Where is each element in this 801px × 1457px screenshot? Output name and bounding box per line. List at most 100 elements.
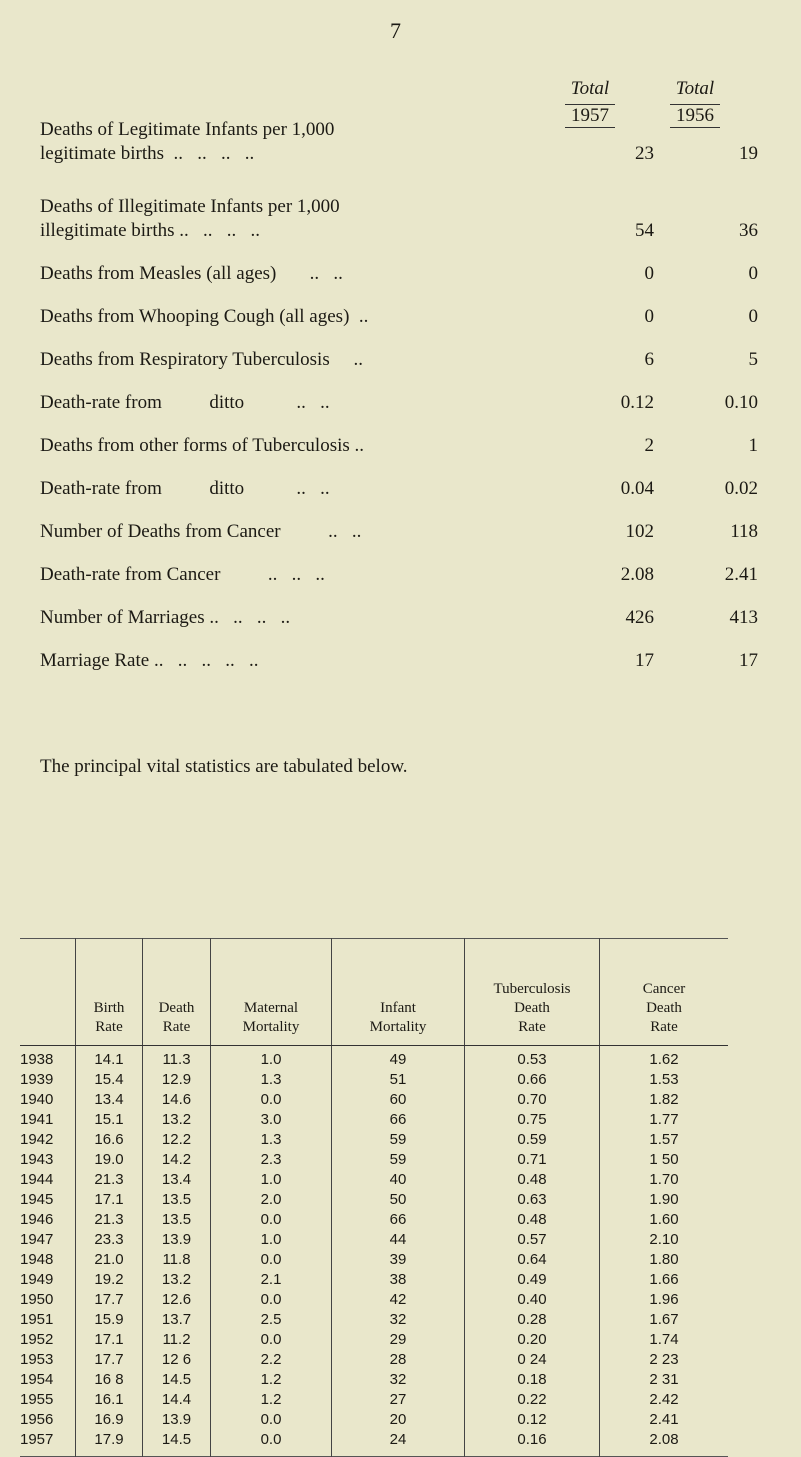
- value-cell: 27: [331, 1390, 465, 1410]
- header-line: Birth: [93, 1000, 125, 1016]
- value-cell: 0.0: [210, 1090, 332, 1110]
- value-cell: 13.2: [142, 1110, 211, 1130]
- value-1956: 0.02: [724, 478, 758, 499]
- value-1957: 17: [635, 650, 654, 671]
- row-label: Death-rate from Cancer .. .. ..: [40, 564, 325, 585]
- value-cell: 1.57: [599, 1130, 728, 1150]
- value-1957: 102: [625, 521, 655, 542]
- table-row: 1951 15.9 13.7 2.5 32 0.28 1.67: [20, 1310, 728, 1330]
- row-label: legitimate births .. .. .. ..: [40, 143, 255, 164]
- intro-sentence: The principal vital statistics are tabul…: [40, 756, 408, 777]
- year-cell: 1939: [20, 1071, 54, 1088]
- value-cell: 50: [331, 1190, 465, 1210]
- value-cell: 1.3: [210, 1130, 332, 1150]
- value-cell: 0.64: [464, 1250, 600, 1270]
- header-line: Rate: [650, 1019, 678, 1035]
- table-row: 1950 17.7 12.6 0.0 42 0.40 1.96: [20, 1290, 728, 1310]
- year-cell: 1948: [20, 1251, 54, 1268]
- header-line: Death: [646, 1000, 682, 1016]
- table-header: [20, 938, 76, 1046]
- year-cell: 1941: [20, 1111, 54, 1128]
- summary-row: Death-rate from Cancer .. .. .. 2.08 2.41: [40, 564, 758, 588]
- value-cell: 51: [331, 1070, 465, 1090]
- value-cell: 21.0: [75, 1250, 143, 1270]
- value-cell: 2.08: [599, 1430, 728, 1457]
- value-cell: 66: [331, 1210, 465, 1230]
- year-cell: 1954: [20, 1371, 54, 1388]
- value-cell: 0.75: [464, 1110, 600, 1130]
- value-cell: 14.2: [142, 1150, 211, 1170]
- value-cell: 3.0: [210, 1110, 332, 1130]
- table-row: 1948 21.0 11.8 0.0 39 0.64 1.80: [20, 1250, 728, 1270]
- value-cell: 13.4: [142, 1170, 211, 1190]
- value-cell: 1.67: [599, 1310, 728, 1330]
- value-cell: 12 6: [142, 1350, 211, 1370]
- table-row: 1941 15.1 13.2 3.0 66 0.75 1.77: [20, 1110, 728, 1130]
- year-cell: 1940: [20, 1091, 54, 1108]
- summary-row: Deaths of Illegitimate Infants per 1,000…: [40, 196, 758, 244]
- value-cell: 1.96: [599, 1290, 728, 1310]
- row-label: Deaths from other forms of Tuberculosis …: [40, 435, 365, 456]
- summary-row: Number of Deaths from Cancer .. .. 102 118: [40, 521, 758, 545]
- value-cell: 0.48: [464, 1210, 600, 1230]
- table-header: Birth Rate: [75, 938, 143, 1046]
- value-cell: 17.7: [75, 1350, 143, 1370]
- value-cell: 12.2: [142, 1130, 211, 1150]
- header-line: Death: [158, 1000, 195, 1016]
- value-cell: 2 31: [599, 1370, 728, 1390]
- value-1956: 36: [739, 220, 758, 241]
- table-row: 1944 21.3 13.4 1.0 40 0.48 1.70: [20, 1170, 728, 1190]
- value-cell: 1.3: [210, 1070, 332, 1090]
- value-cell: 1.60: [599, 1210, 728, 1230]
- value-cell: 1.82: [599, 1090, 728, 1110]
- value-cell: 14.5: [142, 1430, 211, 1457]
- value-cell: 39: [331, 1250, 465, 1270]
- value-cell: 1.0: [210, 1045, 332, 1070]
- value-cell: 0.40: [464, 1290, 600, 1310]
- value-cell: 17.1: [75, 1330, 143, 1350]
- summary-row: Deaths from other forms of Tuberculosis …: [40, 435, 758, 459]
- table-row: 1943 19.0 14.2 2.3 59 0.71 1 50: [20, 1150, 728, 1170]
- value-cell: 1.70: [599, 1170, 728, 1190]
- value-cell: 20: [331, 1410, 465, 1430]
- value-cell: 40: [331, 1170, 465, 1190]
- year-cell: 1942: [20, 1131, 54, 1148]
- year-cell: 1943: [20, 1151, 54, 1168]
- value-cell: 1.2: [210, 1370, 332, 1390]
- value-1957: 0.12: [620, 392, 654, 413]
- value-cell: 15.9: [75, 1310, 143, 1330]
- header-line: Rate: [162, 1019, 191, 1035]
- value-1956: 0.10: [724, 392, 758, 413]
- value-cell: 38: [331, 1270, 465, 1290]
- value-cell: 13.2: [142, 1270, 211, 1290]
- value-1957: 0: [644, 263, 655, 284]
- summary-row: Number of Marriages .. .. .. .. 426 413: [40, 607, 758, 631]
- year-cell: 1957: [20, 1431, 54, 1448]
- table-row: 1939 15.4 12.9 1.3 51 0.66 1.53: [20, 1070, 728, 1090]
- row-label-line1: Deaths of Illegitimate Infants per 1,000: [40, 196, 340, 217]
- column-header-year: 1956: [670, 104, 720, 128]
- column-header-label: Total: [675, 78, 715, 99]
- table-row: 1949 19.2 13.2 2.1 38 0.49 1.66: [20, 1270, 728, 1290]
- value-1956: 0: [748, 263, 759, 284]
- table-row: 1957 17.9 14.5 0.0 24 0.16 2.08: [20, 1430, 728, 1457]
- summary-row: Deaths of Legitimate Infants per 1,000 le…: [40, 119, 758, 167]
- value-cell: 12.9: [142, 1070, 211, 1090]
- value-cell: 19.0: [75, 1150, 143, 1170]
- value-cell: 0.49: [464, 1270, 600, 1290]
- page-number: 7: [390, 18, 401, 43]
- header-line: Tuberculosis: [493, 981, 571, 997]
- value-cell: 12.6: [142, 1290, 211, 1310]
- row-label: illegitimate births .. .. .. ..: [40, 220, 261, 241]
- value-cell: 13.4: [75, 1090, 143, 1110]
- year-cell: 1947: [20, 1231, 54, 1248]
- value-cell: 0.53: [464, 1045, 600, 1070]
- year-cell: 1953: [20, 1351, 54, 1368]
- value-cell: 1.62: [599, 1045, 728, 1070]
- year-cell: 1946: [20, 1211, 54, 1228]
- summary-row: Death-rate from ditto .. .. 0.12 0.10: [40, 392, 758, 416]
- value-1957: 0.04: [620, 478, 654, 499]
- value-cell: 17.7: [75, 1290, 143, 1310]
- value-cell: 0.12: [464, 1410, 600, 1430]
- value-1957: 426: [625, 607, 655, 628]
